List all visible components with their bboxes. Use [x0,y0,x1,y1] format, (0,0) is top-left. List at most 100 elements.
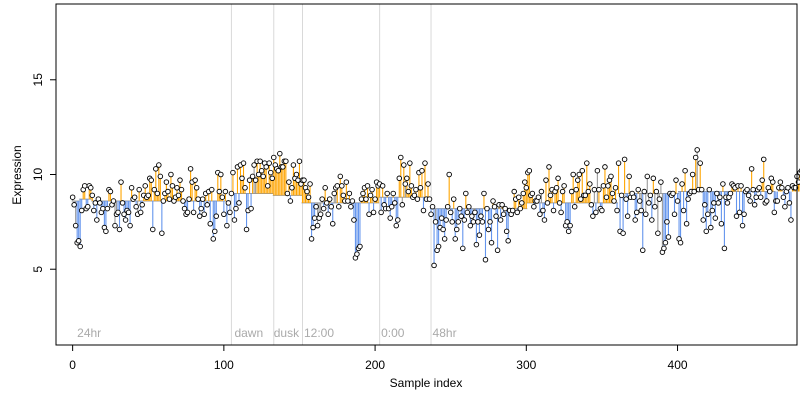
data-point [756,185,762,191]
data-point [78,207,85,214]
data-point [227,209,233,216]
data-point [602,164,608,170]
data-point [190,209,197,216]
data-point [116,226,123,233]
x-tick-label: 400 [668,358,688,372]
data-point [136,186,142,193]
data-point [626,173,632,180]
data-point [311,215,318,221]
data-point [280,164,286,170]
data-point [620,230,626,236]
data-point [646,200,652,206]
data-point [767,188,773,195]
y-tick-label: 10 [31,168,45,182]
data-point [156,162,162,168]
data-point [526,167,533,174]
data-point [236,200,242,206]
data-point [184,209,191,216]
data-point [166,196,173,202]
data-point [705,211,711,218]
data-point [372,196,378,202]
data-point [148,177,155,183]
data-point [438,215,445,221]
data-point [287,198,294,204]
data-point [537,211,543,218]
data-point [275,167,282,174]
data-point [467,222,474,229]
phase-labels: 24hr dawn dusk 12:00 0:00 48hr [77,326,456,340]
data-point [248,205,254,212]
data-point [556,200,563,206]
data-point [683,221,690,227]
data-point [739,222,746,229]
data-point [407,160,413,166]
data-point [426,196,433,202]
y-tick-label: 5 [31,266,45,273]
data-point [658,179,664,185]
data-point [708,224,714,231]
data-point [727,190,734,197]
data-point [258,167,265,174]
data-point [733,213,740,219]
data-point [461,217,468,223]
data-point [71,202,77,208]
x-axis: 0 100 200 300 400 [69,344,688,372]
data-point [540,207,546,214]
x-tick-label: 300 [516,358,536,372]
data-point [398,154,404,161]
data-point [177,177,183,183]
data-point [691,188,697,195]
data-point [150,226,156,233]
data-point [432,219,439,225]
data-point [408,183,415,189]
data-point [760,156,767,163]
data-point [204,202,210,208]
data-point [440,226,446,233]
y-tick-label: 15 [31,73,45,87]
data-point [331,190,338,197]
data-point [77,243,83,250]
data-point [196,213,203,219]
data-point [630,194,637,200]
data-point [388,203,395,210]
data-point [523,185,530,191]
data-point [264,183,271,189]
data-point [509,207,516,214]
data-point [284,190,291,197]
data-point [674,198,681,204]
data-point [125,209,132,216]
data-point [478,213,484,219]
data-point [119,200,126,206]
data-point [145,192,151,199]
data-point [379,183,386,189]
data-point [195,196,201,202]
data-point [444,203,451,210]
data-point [209,186,215,193]
data-point [88,185,94,191]
data-point [225,200,232,206]
data-point [192,177,198,183]
data-point [535,194,542,200]
data-point [449,219,455,225]
data-point [608,173,614,180]
data-point [314,222,321,229]
data-point [242,185,248,191]
data-point [638,207,644,214]
data-point [199,196,206,202]
data-point [697,160,703,166]
data-point [251,162,257,168]
y-axis-title: Expression [10,145,24,204]
data-point [594,167,601,174]
data-point [198,205,204,212]
y-axis: 5 10 15 [31,73,57,273]
data-point [599,207,605,214]
data-point [656,196,663,202]
data-point [325,211,331,218]
phase-label: dawn [234,326,263,340]
data-point [210,236,217,242]
data-point [222,188,229,195]
data-point [517,205,524,212]
data-point [446,171,452,178]
data-point [339,183,345,189]
data-point [709,207,716,214]
